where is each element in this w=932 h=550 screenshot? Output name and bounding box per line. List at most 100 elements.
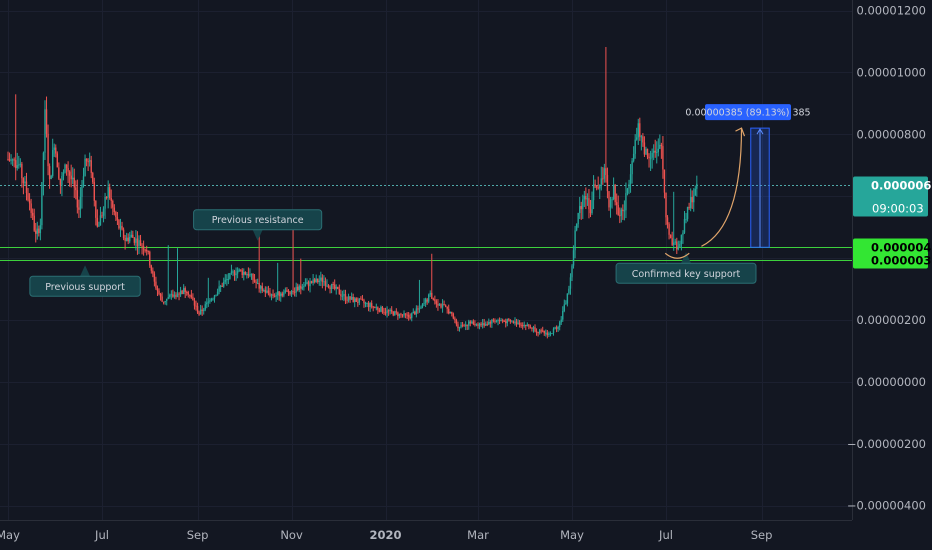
candle [395,308,398,315]
candle-body [381,306,384,313]
candle-body [652,150,655,153]
candle-body [330,284,333,289]
candle [145,245,148,256]
candle-body [440,304,442,308]
candle-body [691,197,693,203]
candle [281,291,283,298]
candle [446,306,448,314]
candle-body [600,178,602,185]
price-tick-label: −0.00000200 [847,437,926,451]
candle-body [51,150,54,176]
candle-body [654,150,656,153]
candle [239,269,242,272]
candle [629,163,632,193]
candle-body [401,314,404,316]
candle-body [42,152,45,183]
price-level-badge-bg [853,238,928,256]
candle [517,319,519,325]
candle-body [688,206,690,209]
candle [451,311,453,317]
candle [135,230,137,251]
candle [449,311,451,314]
candle-body [124,237,126,241]
candle [352,293,354,303]
candle-body [589,209,592,214]
candle [492,318,495,323]
candle [617,195,619,216]
candle [141,243,143,255]
candle-body [206,302,208,305]
candle-body [526,324,529,326]
candle-body [361,299,364,301]
candle [124,234,126,250]
candle-body [317,278,319,283]
candle [320,271,322,287]
candle [636,127,638,141]
callout[interactable]: Previous support [29,265,141,297]
candle-body [292,290,294,292]
price-tick-label: 0.00000000 [856,375,926,389]
candle-body [651,152,653,158]
candle-body [360,298,362,300]
candle [312,274,314,286]
candle [58,162,60,181]
time-axis[interactable]: May Jul Sep Nov 2020 Mar May Jul Sep [0,528,772,542]
price-level-badge-text: 0.00000435 [871,241,932,255]
candle [397,311,399,320]
candle-body [380,306,382,312]
candle-body [210,299,213,301]
candle-body [203,309,205,311]
candle [386,306,388,318]
candle-body [44,109,46,153]
callout[interactable]: Confirmed key support [615,252,757,284]
candle [599,184,601,200]
candle-body [99,215,102,226]
candle [435,299,438,308]
candle-body [565,303,567,305]
callout[interactable]: Previous resistance [193,209,323,241]
candle-body [583,195,586,200]
candle [637,118,639,145]
candle [162,301,165,305]
candle-body [649,157,652,159]
candle-body [424,299,427,303]
countdown-text: 09:00:03 [872,202,924,216]
candle [552,327,555,336]
candle-body [107,187,109,198]
candle [209,298,211,304]
candle-body [118,219,120,229]
candle [280,291,282,302]
candle-body [514,321,516,324]
forecast-arrow-head [735,127,746,137]
candle-body [367,302,370,308]
candle-body [335,286,337,289]
candle-body [303,286,305,288]
price-level-badge: 0.00000635 09:00:03 [853,176,932,217]
candle [602,167,604,185]
candle-body [560,319,562,323]
candle [307,280,310,291]
candle [654,139,656,158]
candle [73,168,75,198]
candle [300,258,302,295]
candle [509,319,512,324]
candle [303,281,305,291]
candle-body [437,303,439,306]
candle [611,196,613,209]
candle [193,297,196,310]
price-axis[interactable]: 0.000012000.000010000.000008000.00000600… [847,4,926,513]
price-tick-label: −0.00000400 [847,499,926,513]
candle-body [323,281,325,283]
candle [263,288,265,292]
candle [594,179,596,189]
candle-body [64,164,66,173]
candle-body [595,186,598,188]
candle [176,248,179,298]
candle-body [538,330,541,333]
candle-body [409,317,411,319]
candle [583,190,586,208]
candle-body [270,294,273,296]
candle [109,183,111,200]
candle-body [36,228,38,234]
